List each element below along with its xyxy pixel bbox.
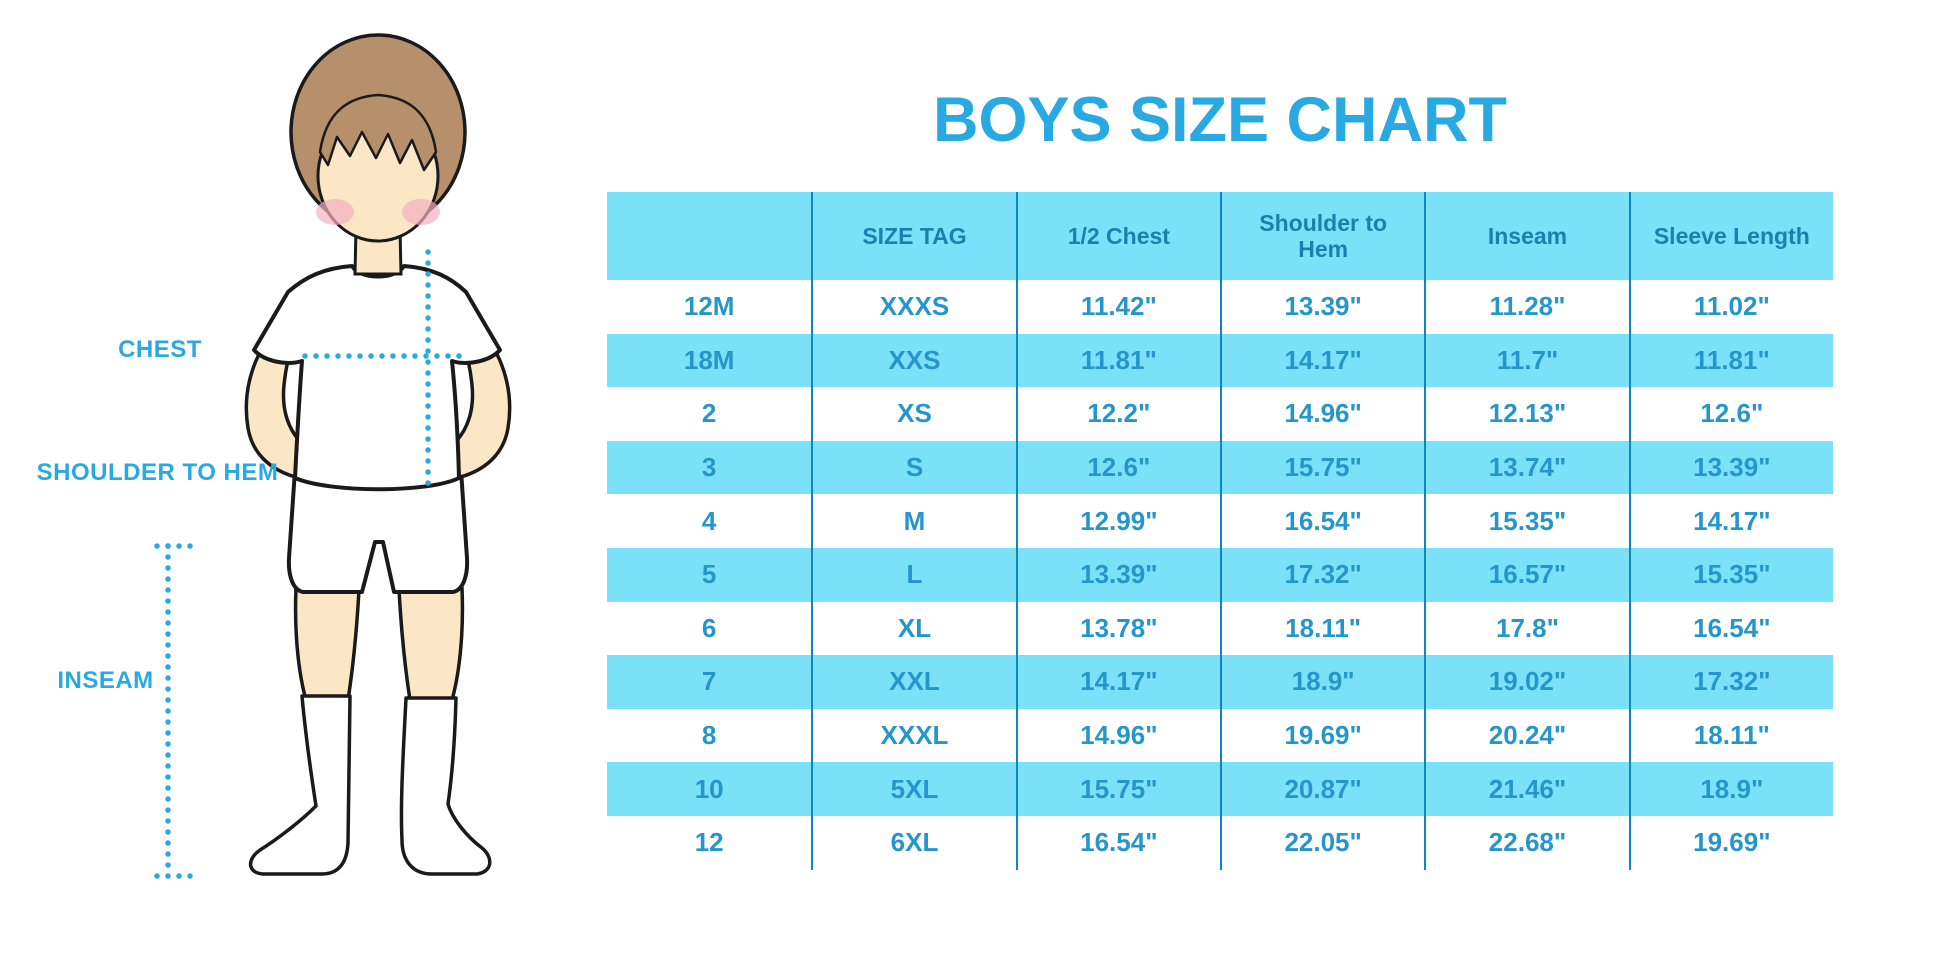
- table-cell: 22.68": [1424, 815, 1628, 870]
- table-cell: 11.42": [1015, 280, 1220, 334]
- table-cell: 12.99": [1015, 494, 1220, 548]
- table-cell: 17.32": [1219, 547, 1425, 602]
- table-cell: 19.69": [1219, 708, 1424, 763]
- table-cell: 8: [701, 720, 717, 751]
- table-cell: 6: [701, 612, 717, 643]
- inseam-label: INSEAM: [57, 667, 154, 694]
- table-cell: 15.35": [1424, 494, 1628, 548]
- table-cell: 11.7": [1424, 333, 1629, 388]
- table-cell: 13.78": [1015, 601, 1220, 656]
- table-cell: 16.54": [1628, 601, 1833, 656]
- table-cell: 10: [607, 762, 812, 816]
- table-cell: 15.75": [1219, 440, 1425, 495]
- table-cell: 12.6": [1015, 440, 1220, 495]
- table-cell: 11.81": [1628, 333, 1833, 388]
- table-cell: 17.32": [1628, 655, 1833, 709]
- table-cell: M: [811, 494, 1015, 548]
- table-cell: 11.81": [1015, 333, 1220, 388]
- right-blush: [402, 199, 440, 225]
- table-cell: 17.8": [1424, 601, 1628, 656]
- table-cell: 18.9": [1628, 762, 1833, 816]
- column-header-sleeve-length: Sleeve Length: [1628, 192, 1833, 280]
- table-cell: 4: [701, 505, 717, 536]
- table-cell: 15.75": [1015, 762, 1220, 816]
- left-leg: [293, 586, 361, 702]
- table-cell: 16.57": [1424, 547, 1629, 602]
- table-cell: XXS: [811, 333, 1016, 388]
- table-cell: 3: [607, 440, 812, 495]
- table-cell: 18.9": [1219, 655, 1425, 709]
- table-cell: 13.74": [1424, 440, 1629, 495]
- left-blush: [316, 199, 354, 225]
- table-cell: 13.39": [1015, 547, 1220, 602]
- column-header-inseam: Inseam: [1424, 192, 1629, 280]
- table-cell: 14.17": [1628, 494, 1833, 548]
- table-cell: 7: [607, 655, 812, 709]
- size-table: SIZE TAG 1/2 Chest Shoulder to Hem Insea…: [607, 192, 1833, 870]
- table-cell: XXXS: [811, 280, 1015, 334]
- table-cell: 18.11": [1219, 601, 1424, 656]
- column-header-size-tag: SIZE TAG: [811, 192, 1016, 280]
- shoulder-to-hem-label: SHOULDER TO HEM: [36, 459, 279, 486]
- table-cell: XXXL: [811, 708, 1015, 763]
- table-cell: XXL: [811, 655, 1016, 709]
- table-cell: 14.96": [1219, 387, 1424, 441]
- t-shirt: [252, 264, 502, 492]
- left-sock: [248, 694, 352, 876]
- column-header-shoulder-to-hem: Shoulder to Hem: [1219, 192, 1425, 280]
- chest-label: CHEST: [118, 336, 202, 363]
- table-cell: 14.17": [1015, 655, 1220, 709]
- table-cell: 12.2": [1015, 387, 1220, 441]
- table-cell: 5: [607, 547, 812, 602]
- table-cell: 14.96": [1015, 708, 1220, 763]
- column-header-half-chest: 1/2 Chest: [1015, 192, 1220, 280]
- page-title: BOYS SIZE CHART: [932, 85, 1508, 156]
- table-cell: 14.17": [1219, 333, 1425, 388]
- table-cell: 13.39": [1628, 440, 1833, 495]
- table-cell: 19.02": [1424, 655, 1629, 709]
- table-cell: 16.54": [1219, 494, 1424, 548]
- boy-figure-illustration: CHEST SHOULDER TO HEM INSEAM: [0, 0, 530, 930]
- table-cell: 12.13": [1424, 387, 1628, 441]
- table-cell: 18M: [607, 333, 812, 388]
- table-cell: 12: [694, 827, 724, 858]
- table-cell: 12M: [683, 291, 735, 322]
- right-leg: [397, 586, 465, 702]
- table-cell: 22.05": [1219, 815, 1424, 870]
- table-cell: 21.46": [1424, 762, 1629, 816]
- table-cell: 6XL: [811, 815, 1015, 870]
- table-cell: L: [811, 547, 1016, 602]
- column-header-blank: [607, 192, 812, 280]
- table-cell: 20.87": [1219, 762, 1425, 816]
- table-cell: S: [811, 440, 1016, 495]
- table-cell: XS: [811, 387, 1015, 441]
- table-cell: 5XL: [811, 762, 1016, 816]
- table-cell: 15.35": [1628, 547, 1833, 602]
- hair-fringe: [318, 93, 438, 172]
- table-cell: 20.24": [1424, 708, 1628, 763]
- table-cell: 2: [701, 398, 717, 429]
- right-sock: [399, 696, 492, 876]
- shorts: [286, 468, 470, 594]
- table-cell: 11.02": [1628, 280, 1833, 334]
- table-cell: XL: [811, 601, 1015, 656]
- table-cell: 18.11": [1628, 708, 1833, 763]
- table-cell: 12.6": [1628, 387, 1833, 441]
- table-cell: 11.28": [1424, 280, 1628, 334]
- table-cell: 16.54": [1015, 815, 1220, 870]
- table-cell: 13.39": [1219, 280, 1424, 334]
- table-cell: 19.69": [1628, 815, 1833, 870]
- boy-figure-svg: [154, 33, 512, 879]
